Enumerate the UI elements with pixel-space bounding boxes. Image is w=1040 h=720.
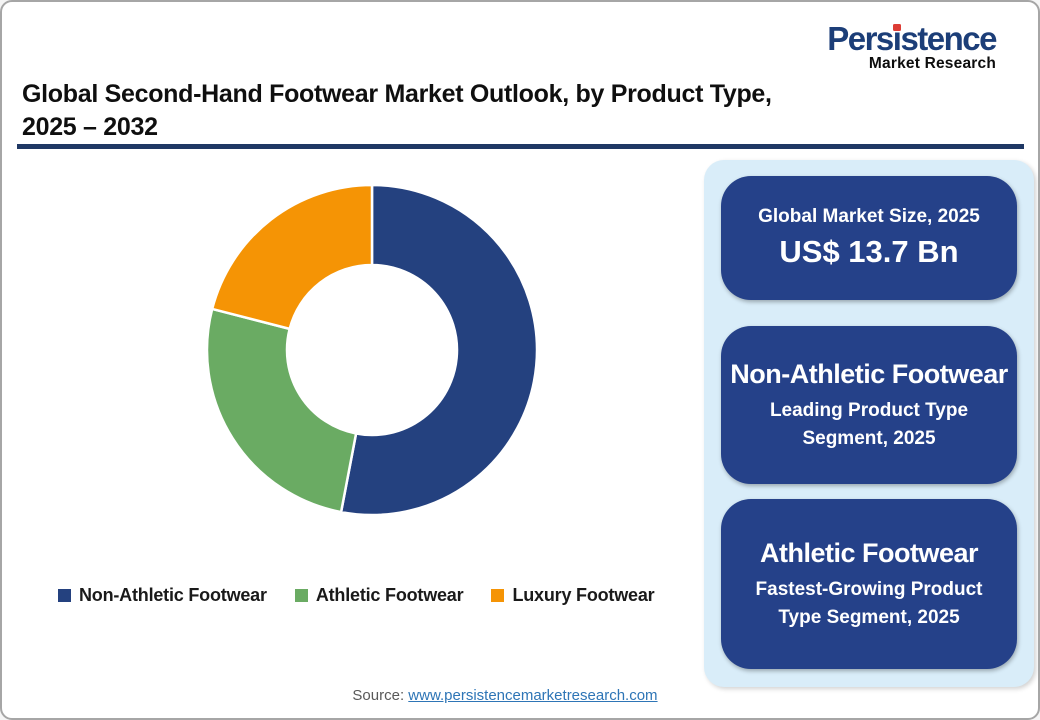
highlights-panel: Global Market Size, 2025 US$ 13.7 Bn Non…: [704, 160, 1034, 687]
page-title-line1: Global Second-Hand Footwear Market Outlo…: [22, 80, 772, 108]
stat-heading: Non-Athletic Footwear: [730, 359, 1008, 390]
stat-box-leading-segment: Non-Athletic Footwear Leading Product Ty…: [721, 326, 1017, 484]
stat-subtext: Leading Product Type Segment, 2025: [769, 399, 969, 450]
logo-subtitle: Market Research: [868, 55, 996, 72]
page-title: Global Second-Hand Footwear Market Outlo…: [22, 78, 922, 144]
stat-box-fastest-growing-segment: Athletic Footwear Fastest-Growing Produc…: [721, 499, 1017, 669]
legend-label: Non-Athletic Footwear: [79, 585, 267, 605]
source-link[interactable]: www.persistencemarketresearch.com: [408, 687, 658, 704]
logo-brand-pre: Pers: [827, 20, 894, 57]
source-line: Source: www.persistencemarketresearch.co…: [352, 687, 657, 704]
legend-swatch-athletic: [294, 589, 308, 602]
chart-legend: Non-Athletic Footwear Athletic Footwear …: [58, 585, 655, 606]
donut-segment-0: [339, 183, 539, 517]
stat-value: US$ 13.7 Bn: [779, 233, 959, 269]
stat-subtext: Fastest-Growing Product Type Segment, 20…: [755, 578, 983, 629]
source-label: Source:: [352, 687, 405, 704]
company-logo: Persistence Market Research: [827, 20, 997, 72]
donut-chart-container: [205, 183, 539, 517]
page-title-line2: 2025 – 2032: [22, 113, 158, 141]
legend-label: Athletic Footwear: [315, 585, 464, 605]
legend-swatch-luxury: [491, 589, 505, 602]
donut-chart: [205, 183, 539, 517]
legend-item-luxury: Luxury Footwear: [491, 585, 655, 606]
stat-heading: Global Market Size, 2025: [758, 206, 980, 228]
legend-label: Luxury Footwear: [512, 585, 655, 605]
legend-swatch-non-athletic: [58, 589, 71, 602]
stat-box-market-size: Global Market Size, 2025 US$ 13.7 Bn: [721, 176, 1017, 300]
logo-red-dot-i: i: [892, 20, 902, 57]
donut-segment-1: [205, 307, 358, 514]
logo-brand-post: stence: [900, 20, 997, 57]
donut-segment-2: [210, 183, 374, 331]
stat-heading: Athletic Footwear: [759, 538, 979, 569]
legend-item-athletic: Athletic Footwear: [294, 585, 464, 606]
title-underline: [17, 144, 1024, 149]
legend-item-non-athletic: Non-Athletic Footwear: [58, 585, 267, 606]
logo-brand-text: Persistence: [827, 20, 997, 57]
